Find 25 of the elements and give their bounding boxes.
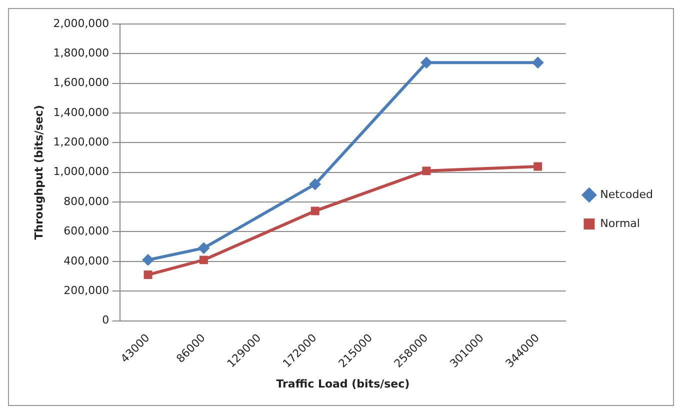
- x-axis-title: Traffic Load (bits/sec): [276, 377, 410, 390]
- y-tick-label: 1,800,000: [53, 46, 110, 60]
- point: [422, 166, 431, 176]
- y-tick-label: 200,000: [64, 284, 110, 297]
- point: [198, 242, 210, 254]
- y-axis-title: Throughput (bits/sec): [32, 105, 46, 240]
- point: [532, 56, 544, 69]
- y-tick-label: 1,600,000: [53, 76, 110, 90]
- y-tick-label: 0: [102, 314, 110, 327]
- point: [309, 178, 322, 190]
- point: [534, 162, 542, 171]
- y-tick-label: 1,400,000: [53, 106, 110, 119]
- y-tick-label: 2,000,000: [53, 16, 110, 30]
- point: [310, 206, 320, 216]
- y-tick-label: 800,000: [64, 194, 110, 208]
- point: [199, 256, 208, 264]
- point: [142, 254, 154, 266]
- legend-label: Netcoded: [600, 188, 654, 201]
- point: [144, 270, 152, 280]
- legend-label: Normal: [600, 216, 640, 230]
- y-tick-label: 1,200,000: [53, 136, 110, 149]
- y-tick-label: 400,000: [64, 254, 110, 268]
- y-tick-label: 600,000: [64, 224, 110, 238]
- y-tick-label: 1,000,000: [53, 165, 110, 178]
- point: [420, 56, 432, 69]
